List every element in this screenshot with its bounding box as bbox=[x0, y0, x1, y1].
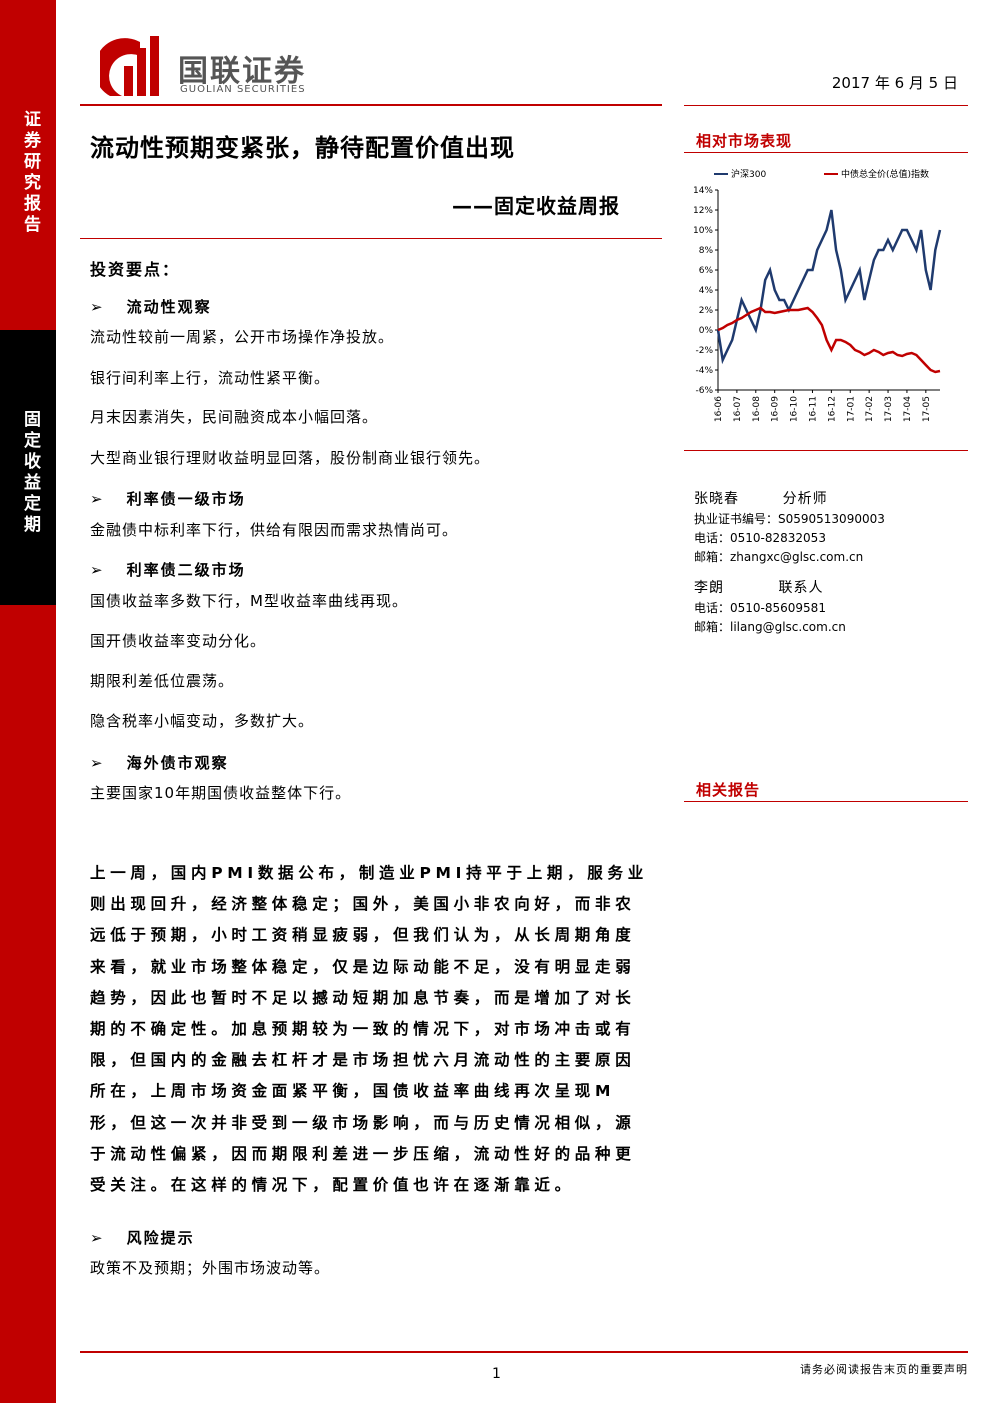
key-points-heading: 投资要点： bbox=[90, 260, 181, 279]
analyst-info: 电话：0510-82832053 bbox=[694, 531, 826, 545]
y-tick-label: -6% bbox=[695, 386, 713, 396]
paragraph: 政策不及预期；外围市场波动等。 bbox=[90, 1259, 331, 1277]
section-heading: 流动性观察 bbox=[90, 296, 212, 317]
rule bbox=[80, 104, 662, 106]
page-number: 1 bbox=[492, 1366, 501, 1382]
section-heading: 利率债一级市场 bbox=[90, 488, 246, 509]
legend-label: 中债总全价(总值)指数 bbox=[841, 168, 929, 180]
y-tick-label: 14% bbox=[693, 186, 713, 196]
title: 流动性预期变紧张，静待配置价值出现 bbox=[90, 134, 515, 162]
date: 2017 年 6 月 5 日 bbox=[831, 74, 958, 92]
analyst: 李朗 联系人 bbox=[694, 580, 824, 596]
series-line bbox=[717, 306, 941, 374]
paragraph: 主要国家10年期国债收益整体下行。 bbox=[90, 784, 352, 802]
y-tick-label: 6% bbox=[699, 266, 714, 276]
logo-en: GUOLIAN SECURITIES bbox=[180, 84, 306, 95]
logo-cn: 国联证券 bbox=[178, 54, 306, 89]
paragraph: 流动性较前一周紧，公开市场操作净投放。 bbox=[90, 328, 395, 346]
paragraph: 银行间利率上行，流动性紧平衡。 bbox=[90, 369, 331, 387]
sidebar-red2 bbox=[0, 605, 56, 1403]
analyst-info: 邮箱：lilang@glsc.com.cn bbox=[694, 620, 846, 634]
y-tick-label: 0% bbox=[699, 326, 714, 336]
y-tick-label: 12% bbox=[693, 206, 713, 216]
footer-note: 请务必阅读报告末页的重要声明 bbox=[800, 1363, 968, 1376]
sidebar-black bbox=[0, 330, 56, 605]
rule bbox=[684, 801, 968, 802]
chart: -6% -4% -2% 0% 2% 4% 6% 8% 10% 12% 14% 16-06 16-07 16… bbox=[693, 168, 942, 422]
analyst-info: 邮箱：zhangxc@glsc.com.cn bbox=[694, 550, 864, 564]
paragraph: 大型商业银行理财收益明显回落，股份制商业银行领先。 bbox=[90, 449, 491, 467]
subtitle: ——固定收益周报 bbox=[452, 194, 620, 218]
x-tick-label: 17-05 bbox=[922, 396, 932, 422]
sidebar-text: 证券研究报告 bbox=[20, 110, 40, 236]
y-tick-label: 2% bbox=[699, 306, 714, 316]
paragraph: 国债收益率多数下行，M型收益率曲线再现。 bbox=[90, 592, 408, 610]
y-tick-label: -4% bbox=[695, 366, 713, 376]
x-tick-label: 16-07 bbox=[733, 396, 743, 422]
y-tick-label: 10% bbox=[693, 226, 713, 236]
x-tick-label: 16-06 bbox=[714, 396, 724, 422]
paragraph: 金融债中标利率下行，供给有限因而需求热情尚可。 bbox=[90, 521, 459, 539]
logo-mark bbox=[100, 36, 159, 96]
rule bbox=[684, 152, 968, 153]
x-tick-label: 16-09 bbox=[771, 396, 781, 422]
x-tick-label: 17-04 bbox=[903, 396, 913, 422]
rule bbox=[80, 238, 662, 239]
x-tick-label: 17-01 bbox=[846, 396, 856, 422]
legend-label: 沪深300 bbox=[731, 168, 766, 180]
rule bbox=[684, 105, 968, 106]
analyst-info: 电话：0510-85609581 bbox=[694, 601, 826, 615]
paragraph: 期限利差低位震荡。 bbox=[90, 672, 235, 690]
x-tick-label: 16-12 bbox=[827, 396, 837, 422]
x-tick-label: 16-11 bbox=[808, 396, 818, 422]
section-heading: 海外债市观察 bbox=[90, 752, 229, 773]
rule bbox=[684, 450, 968, 451]
x-tick-label: 17-03 bbox=[884, 396, 894, 422]
y-tick-label: 8% bbox=[699, 246, 714, 256]
body: 上一周，国内PMI数据公布，制造业PMI持平于上期，服务业则出现回升，经济整体稳… bbox=[90, 864, 648, 1195]
footer-rule bbox=[80, 1351, 968, 1353]
series-line bbox=[716, 209, 942, 365]
paragraph: 国开债收益率变动分化。 bbox=[90, 632, 267, 650]
y-tick-label: 4% bbox=[699, 286, 714, 296]
paragraph: 月末因素消失，民间融资成本小幅回落。 bbox=[90, 408, 379, 426]
sidebar-red bbox=[0, 0, 56, 330]
analyst-info: 执业证书编号：S0590513090003 bbox=[694, 512, 885, 526]
x-tick-label: 16-08 bbox=[752, 396, 762, 422]
sidebar-text: 固定收益定期 bbox=[20, 410, 40, 536]
section-heading: 风险提示 bbox=[90, 1227, 195, 1248]
section-heading: 利率债二级市场 bbox=[90, 559, 246, 580]
paragraph: 隐含税率小幅变动，多数扩大。 bbox=[90, 712, 315, 730]
related-title: 相关报告 bbox=[696, 781, 761, 799]
y-tick-label: -2% bbox=[695, 346, 713, 356]
analyst: 张晓春 分析师 bbox=[694, 491, 828, 507]
x-tick-label: 17-02 bbox=[865, 396, 875, 422]
market-title: 相对市场表现 bbox=[696, 132, 793, 150]
x-tick-label: 16-10 bbox=[790, 396, 800, 422]
